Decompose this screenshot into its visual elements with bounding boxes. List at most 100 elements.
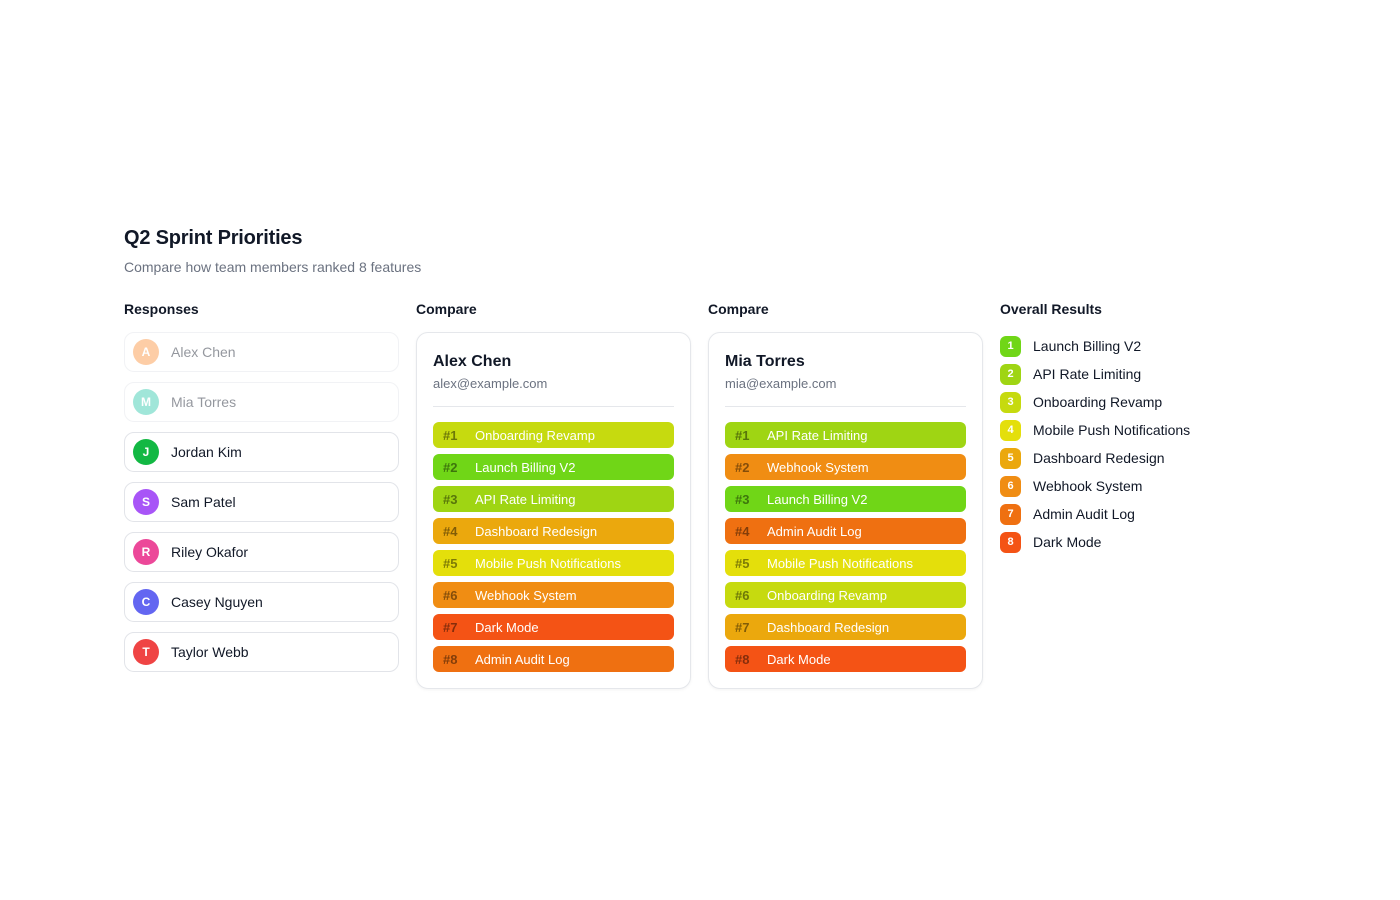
overall-feature-label: Mobile Push Notifications — [1033, 422, 1191, 438]
rank-bar: #1 API Rate Limiting — [725, 422, 966, 448]
overall-result-item: 4 Mobile Push Notifications — [1000, 419, 1300, 441]
member-row[interactable]: M Mia Torres — [124, 382, 399, 422]
rank-number: #7 — [735, 619, 750, 635]
overall-result-item: 3 Onboarding Revamp — [1000, 391, 1300, 413]
rank-number: #5 — [735, 555, 750, 571]
rank-bar: #4 Admin Audit Log — [725, 518, 966, 544]
rank-bar: #7 Dashboard Redesign — [725, 614, 966, 640]
compare-card-email: alex@example.com — [433, 376, 548, 391]
compare-card-alex: Alex Chen alex@example.com #1 Onboarding… — [416, 332, 691, 689]
rank-feature-label: Dark Mode — [767, 651, 831, 667]
member-row[interactable]: S Sam Patel — [124, 482, 399, 522]
compare-header-1: Compare — [416, 301, 477, 317]
overall-rank-badge: 1 — [1000, 335, 1021, 357]
rank-feature-label: Mobile Push Notifications — [475, 555, 621, 571]
compare-card-name: Alex Chen — [433, 353, 512, 370]
member-row[interactable]: A Alex Chen — [124, 332, 399, 372]
page-title: Q2 Sprint Priorities — [124, 227, 303, 249]
overall-result-item: 8 Dark Mode — [1000, 531, 1300, 553]
rank-bar: #1 Onboarding Revamp — [433, 422, 674, 448]
member-row[interactable]: C Casey Nguyen — [124, 582, 399, 622]
overall-feature-label: Dashboard Redesign — [1033, 450, 1165, 466]
member-name: Casey Nguyen — [171, 594, 263, 610]
rank-bar: #4 Dashboard Redesign — [433, 518, 674, 544]
overall-rank-badge: 3 — [1000, 391, 1021, 413]
rank-bar: #5 Mobile Push Notifications — [433, 550, 674, 576]
rank-bar: #3 Launch Billing V2 — [725, 486, 966, 512]
rank-feature-label: Admin Audit Log — [767, 523, 862, 539]
member-avatar: M — [133, 389, 159, 415]
overall-results-header: Overall Results — [1000, 301, 1102, 317]
rank-number: #1 — [735, 427, 750, 443]
rank-number: #1 — [443, 427, 458, 443]
compare-header-2: Compare — [708, 301, 769, 317]
member-avatar: C — [133, 589, 159, 615]
rank-number: #4 — [443, 523, 458, 539]
member-name: Alex Chen — [171, 344, 236, 360]
overall-feature-label: API Rate Limiting — [1033, 366, 1142, 382]
rank-number: #8 — [735, 651, 750, 667]
rank-number: #6 — [443, 587, 458, 603]
overall-feature-label: Onboarding Revamp — [1033, 394, 1163, 410]
rank-bar: #2 Webhook System — [725, 454, 966, 480]
rank-feature-label: Launch Billing V2 — [767, 491, 868, 507]
columns: Responses A Alex Chen M Mia Torres J Jor… — [124, 301, 1400, 689]
ranking-list: #1 Onboarding Revamp #2 Launch Billing V… — [433, 422, 674, 672]
member-name: Mia Torres — [171, 394, 237, 410]
rank-number: #2 — [443, 459, 458, 475]
rank-feature-label: Mobile Push Notifications — [767, 555, 913, 571]
overall-result-item: 1 Launch Billing V2 — [1000, 335, 1300, 357]
member-avatar: J — [133, 439, 159, 465]
rank-feature-label: Dashboard Redesign — [475, 523, 598, 539]
compare-column-2: Compare Mia Torres mia@example.com #1 AP… — [708, 301, 983, 689]
rank-feature-label: Onboarding Revamp — [767, 587, 887, 603]
rank-number: #5 — [443, 555, 458, 571]
overall-feature-label: Webhook System — [1033, 478, 1143, 494]
card-divider — [433, 406, 674, 407]
rank-number: #7 — [443, 619, 458, 635]
member-name: Taylor Webb — [171, 644, 249, 660]
member-row[interactable]: T Taylor Webb — [124, 632, 399, 672]
overall-feature-label: Admin Audit Log — [1033, 506, 1135, 522]
rank-number: #6 — [735, 587, 750, 603]
rank-bar: #6 Onboarding Revamp — [725, 582, 966, 608]
rank-feature-label: API Rate Limiting — [475, 491, 576, 507]
overall-result-item: 5 Dashboard Redesign — [1000, 447, 1300, 469]
rank-feature-label: Launch Billing V2 — [475, 459, 576, 475]
member-avatar: T — [133, 639, 159, 665]
rank-number: #8 — [443, 651, 458, 667]
rank-number: #2 — [735, 459, 750, 475]
rank-feature-label: Admin Audit Log — [475, 651, 570, 667]
compare-card-name: Mia Torres — [725, 353, 805, 370]
overall-result-item: 2 API Rate Limiting — [1000, 363, 1300, 385]
overall-rank-badge: 8 — [1000, 531, 1021, 553]
responses-list: A Alex Chen M Mia Torres J Jordan Kim S … — [124, 332, 399, 672]
overall-rank-badge: 5 — [1000, 447, 1021, 469]
member-avatar: A — [133, 339, 159, 365]
member-name: Sam Patel — [171, 494, 236, 510]
compare-card-email: mia@example.com — [725, 376, 837, 391]
rank-feature-label: Onboarding Revamp — [475, 427, 595, 443]
rank-number: #3 — [735, 491, 750, 507]
overall-feature-label: Dark Mode — [1033, 534, 1102, 550]
overall-results-column: Overall Results 1 Launch Billing V2 2 AP… — [1000, 301, 1300, 553]
overall-result-item: 6 Webhook System — [1000, 475, 1300, 497]
card-divider — [725, 406, 966, 407]
overall-rank-badge: 7 — [1000, 503, 1021, 525]
overall-rank-badge: 6 — [1000, 475, 1021, 497]
member-name: Riley Okafor — [171, 544, 249, 560]
rank-bar: #2 Launch Billing V2 — [433, 454, 674, 480]
overall-rank-badge: 2 — [1000, 363, 1021, 385]
member-row[interactable]: R Riley Okafor — [124, 532, 399, 572]
rank-feature-label: Dark Mode — [475, 619, 539, 635]
rank-feature-label: Dashboard Redesign — [767, 619, 890, 635]
overall-rank-badge: 4 — [1000, 419, 1021, 441]
member-row[interactable]: J Jordan Kim — [124, 432, 399, 472]
responses-header: Responses — [124, 301, 199, 317]
rank-bar: #3 API Rate Limiting — [433, 486, 674, 512]
rank-feature-label: Webhook System — [767, 459, 869, 475]
member-name: Jordan Kim — [171, 444, 242, 460]
rank-feature-label: Webhook System — [475, 587, 577, 603]
compare-card-mia: Mia Torres mia@example.com #1 API Rate L… — [708, 332, 983, 689]
